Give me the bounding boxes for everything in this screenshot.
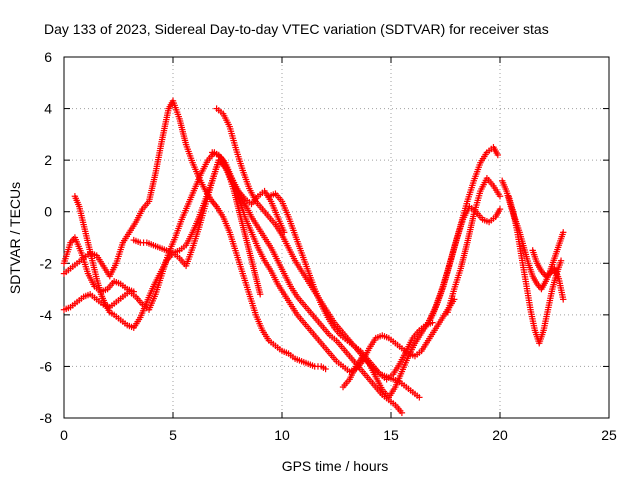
data-point [494, 151, 502, 159]
series-track-11 [444, 174, 504, 316]
data-point [557, 257, 565, 264]
y-tick-label: -4 [40, 307, 53, 323]
points-layer [60, 97, 567, 417]
chart-title: Day 133 of 2023, Sidereal Day-to-day VTE… [44, 21, 549, 37]
y-tick-label: 2 [44, 152, 52, 168]
grid-layer [64, 57, 609, 418]
series-track-10 [427, 203, 504, 324]
y-tick-label: -8 [40, 410, 53, 426]
y-tick-label: 6 [44, 49, 52, 65]
y-tick-label: -2 [40, 255, 53, 271]
x-tick-label: 20 [492, 427, 508, 443]
series-track-13 [505, 193, 565, 347]
y-tick-label: 4 [44, 101, 52, 117]
y-tick-label: 0 [44, 204, 52, 220]
data-point [398, 409, 406, 417]
ticks-layer: 0 5 10 15 20 25 -8 -6 -4 -2 0 2 4 6 [40, 49, 617, 443]
x-tick-label: 5 [169, 427, 177, 443]
data-point [257, 291, 264, 298]
data-point [496, 193, 504, 200]
y-axis-label: SDTVAR / TECUs [7, 182, 23, 294]
x-tick-label: 0 [60, 427, 68, 443]
series-track-14 [529, 247, 567, 303]
data-point [496, 205, 504, 213]
x-axis-label: GPS time / hours [282, 458, 389, 474]
data-point [322, 365, 329, 373]
data-point [560, 296, 567, 303]
series-track-2 [60, 97, 329, 373]
y-tick-label: -6 [40, 358, 53, 374]
x-tick-label: 25 [601, 427, 617, 443]
x-tick-label: 10 [274, 427, 290, 443]
axes-layer [63, 56, 610, 419]
x-tick-label: 15 [383, 427, 399, 443]
data-point [560, 229, 567, 236]
data-point [416, 394, 423, 401]
plot-frame [63, 56, 610, 419]
